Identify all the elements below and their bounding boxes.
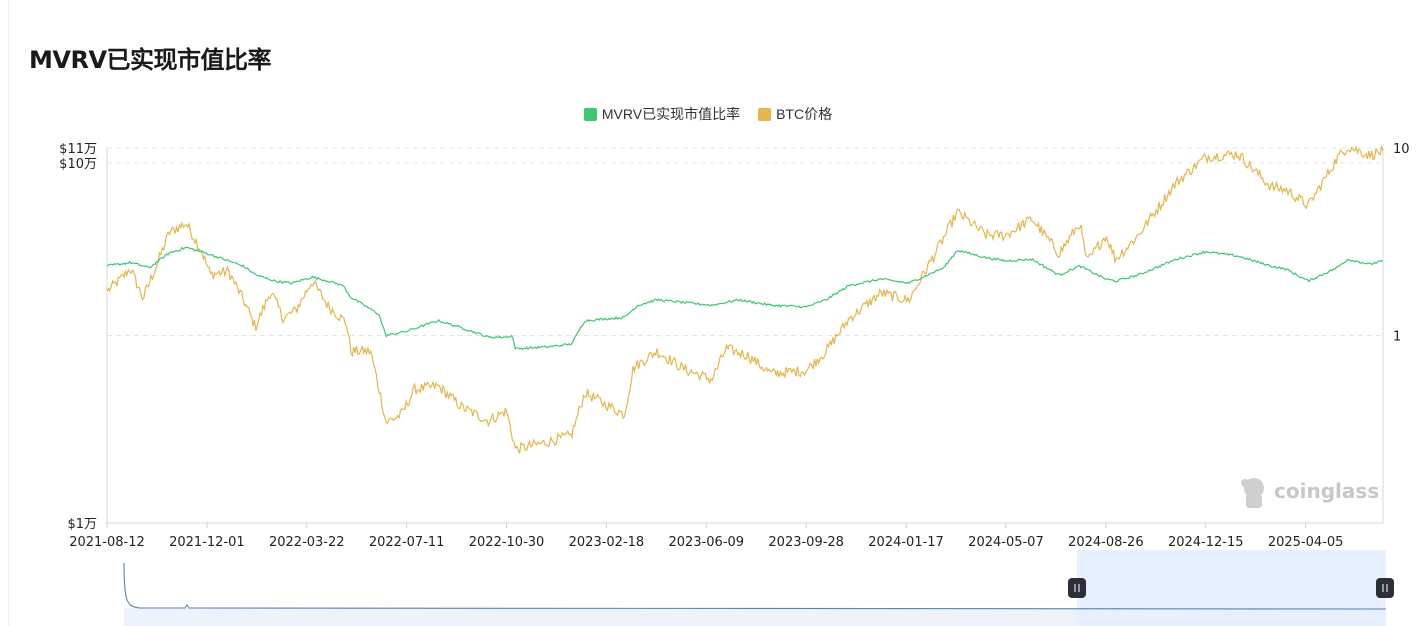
- y-right-tick-label: 1: [1393, 330, 1401, 345]
- handle-body: [1068, 578, 1086, 598]
- y-left-tick-label: $11万: [59, 142, 97, 157]
- navigator-track: [124, 608, 1386, 626]
- x-tick-label: 2023-02-18: [569, 535, 645, 550]
- legend-swatch-mvrv: [583, 107, 597, 121]
- x-tick-label: 2022-07-11: [369, 535, 445, 550]
- legend-label-btc: BTC价格: [776, 106, 833, 122]
- x-tick-label: 2022-10-30: [469, 535, 545, 550]
- y-left-tick-label: $1万: [67, 517, 97, 532]
- series-line-btc-price: [106, 145, 1384, 454]
- x-tick-label: 2024-12-15: [1168, 535, 1244, 550]
- navigator-handle-right[interactable]: [1376, 578, 1394, 598]
- axes: $1万 $10万$11万 1 10 2021-08-12 2021-12-01 2022-0…: [59, 142, 1409, 550]
- x-tick-label: 2024-08-26: [1068, 535, 1144, 550]
- legend-label-mvrv: MVRV已实现市值比率: [601, 106, 741, 122]
- navigator-series-line: [123, 562, 1387, 610]
- x-tick-label: 2022-03-22: [269, 535, 345, 550]
- legend-item-mvrv[interactable]: MVRV已实现市值比率: [583, 104, 741, 124]
- legend-swatch-btc: [758, 107, 772, 121]
- x-tick-label: 2025-04-05: [1268, 535, 1344, 550]
- chart-legend: MVRV已实现市值比率 BTC价格: [0, 104, 1416, 124]
- watermark: coinglass: [1241, 478, 1379, 508]
- legend-item-btc[interactable]: BTC价格: [758, 104, 832, 124]
- x-tick-label: 2024-01-17: [868, 535, 944, 550]
- handle-body: [1376, 578, 1394, 598]
- grid-lines: [107, 147, 1383, 524]
- page-title: MVRV已实现市值比率: [29, 46, 272, 74]
- y-right-tick-label: 10: [1393, 142, 1410, 157]
- range-navigator[interactable]: [123, 550, 1394, 626]
- x-tick-label: 2023-06-09: [669, 535, 745, 550]
- x-tick-label: 2024-05-07: [968, 535, 1044, 550]
- series-lines: [106, 145, 1384, 454]
- x-tick-label: 2023-09-28: [768, 535, 844, 550]
- y-left-tick-label: $10万: [59, 157, 97, 172]
- navigator-selection: [1077, 550, 1386, 626]
- panel-left-border: [8, 0, 9, 626]
- series-line-mvrv: [106, 246, 1384, 351]
- navigator-handle-left[interactable]: [1068, 578, 1086, 598]
- watermark-text: coinglass: [1274, 479, 1379, 503]
- x-tick-label: 2021-12-01: [169, 535, 245, 550]
- x-tick-label: 2021-08-12: [69, 535, 145, 550]
- coinglass-logo-icon: [1241, 478, 1264, 508]
